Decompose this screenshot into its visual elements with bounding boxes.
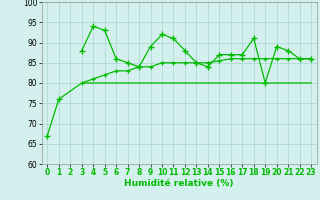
X-axis label: Humidité relative (%): Humidité relative (%) [124,179,234,188]
